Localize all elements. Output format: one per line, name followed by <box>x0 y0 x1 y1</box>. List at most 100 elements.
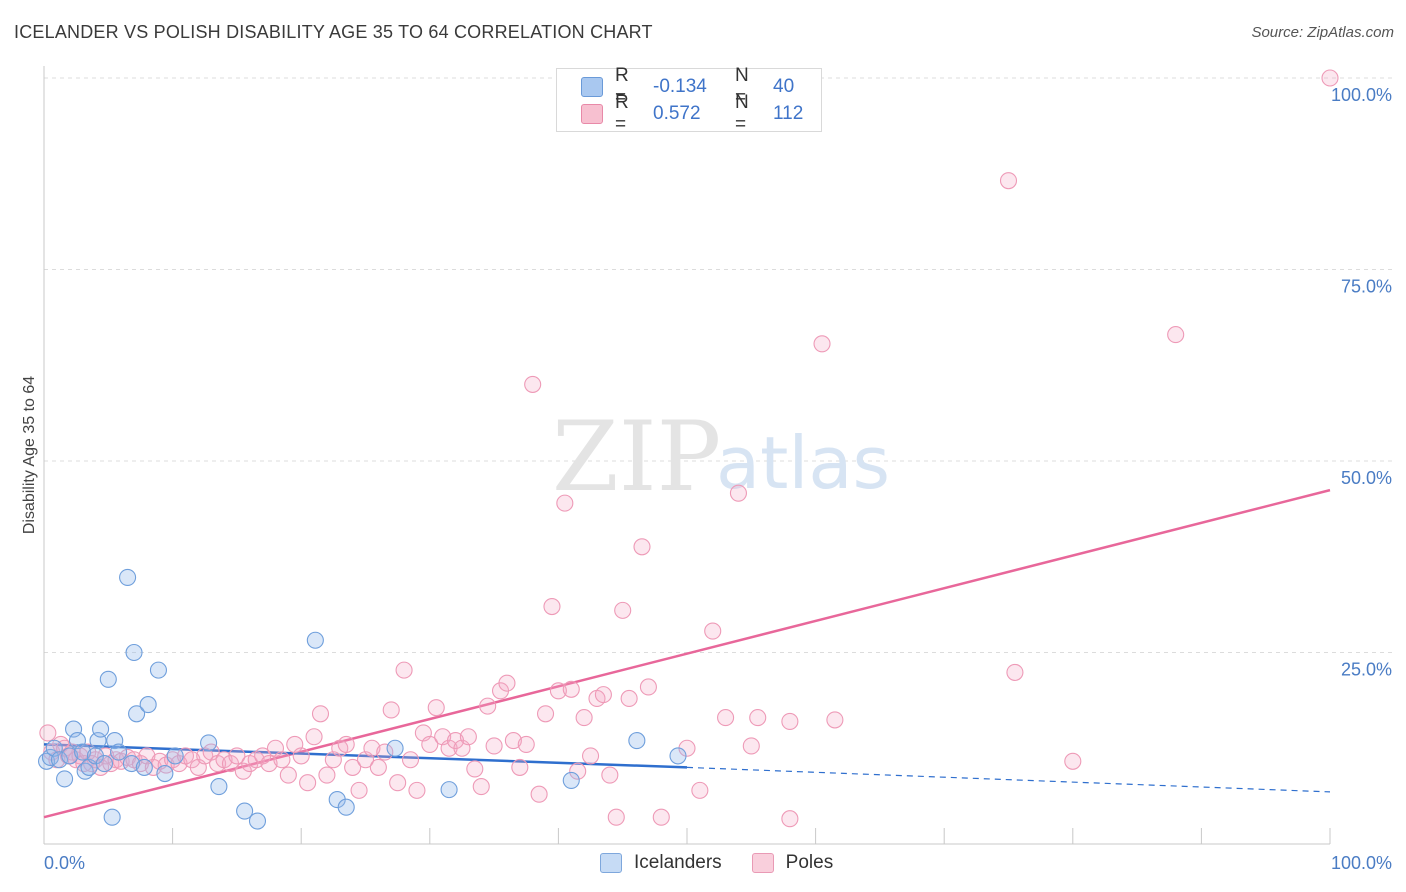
data-point-poles <box>614 601 632 619</box>
data-point-poles <box>652 808 670 826</box>
data-point-poles <box>781 712 799 730</box>
data-point-poles <box>485 737 503 755</box>
data-point-poles <box>691 781 709 799</box>
chart-title: ICELANDER VS POLISH DISABILITY AGE 35 TO… <box>14 22 653 42</box>
data-point-poles <box>543 597 561 616</box>
data-point-poles <box>530 785 548 803</box>
data-point-poles <box>620 689 638 708</box>
data-point-icelanders <box>200 734 218 752</box>
data-point-poles <box>363 739 381 757</box>
legend-n-label: N = <box>735 92 749 135</box>
data-point-poles <box>498 674 516 692</box>
data-point-poles <box>749 709 767 727</box>
y-tick-label: 75.0% <box>1341 277 1392 297</box>
data-point-poles <box>292 747 310 765</box>
data-point-poles <box>536 705 555 723</box>
data-point-poles <box>594 686 612 704</box>
y-axis-label: Disability Age 35 to 64 <box>21 376 38 534</box>
y-tick-label: 50.0% <box>1341 468 1392 488</box>
data-point-poles <box>369 758 387 776</box>
data-point-icelanders <box>119 568 137 586</box>
data-point-icelanders <box>99 670 117 688</box>
data-point-icelanders <box>128 705 146 723</box>
data-point-icelanders <box>248 812 267 830</box>
data-point-icelanders <box>628 732 646 750</box>
data-point-poles <box>305 728 323 746</box>
data-point-poles <box>376 743 394 761</box>
data-point-poles <box>479 697 497 715</box>
data-point-poles <box>1064 752 1082 770</box>
data-point-icelanders <box>103 808 121 826</box>
data-point-poles <box>401 751 420 769</box>
data-point-poles <box>517 735 535 753</box>
data-point-poles <box>228 747 246 765</box>
data-point-poles <box>344 758 362 776</box>
data-point-poles <box>826 711 844 729</box>
data-point-poles <box>601 766 619 784</box>
x-tick-label: 0.0% <box>44 853 85 873</box>
data-point-icelanders <box>156 764 174 783</box>
data-point-poles <box>260 755 278 773</box>
data-point-poles <box>427 699 445 717</box>
data-point-poles <box>524 375 542 393</box>
legend-item-poles[interactable]: Poles <box>751 852 833 874</box>
watermark-atlas: atlas <box>716 421 890 505</box>
axes <box>43 66 1331 845</box>
legend-r-label: R = <box>615 92 629 135</box>
data-point-icelanders <box>386 739 404 757</box>
legend-n-value: 40 <box>773 76 795 97</box>
data-point-poles <box>729 484 747 502</box>
data-point-poles <box>1167 326 1185 344</box>
data-point-poles <box>569 762 587 780</box>
data-point-poles <box>717 709 735 727</box>
trend-line-icelanders-extension <box>686 766 1331 793</box>
legend-swatch-poles <box>751 853 774 873</box>
data-point-poles <box>633 538 651 556</box>
data-point-icelanders <box>135 758 153 776</box>
chart-source: Source: ZipAtlas.com <box>1251 24 1394 41</box>
data-point-poles <box>318 766 336 784</box>
data-point-icelanders <box>95 755 113 773</box>
tick-labels: 25.0% 50.0% 75.0% 100.0% 0.0% 100.0% <box>44 85 1392 873</box>
data-point-icelanders <box>440 781 458 799</box>
data-point-poles <box>504 732 522 750</box>
data-point-poles <box>311 705 330 723</box>
y-tick-label: 25.0% <box>1341 660 1392 680</box>
data-point-poles <box>273 751 291 769</box>
series-icelanders <box>38 568 687 830</box>
data-point-icelanders <box>562 771 580 789</box>
data-point-icelanders <box>337 798 355 816</box>
data-point-poles <box>459 728 477 746</box>
data-point-icelanders <box>669 747 687 765</box>
data-point-poles <box>1006 663 1024 681</box>
legend-row-poles: R = 0.572 N = 112 <box>581 92 803 135</box>
legend-r-value: 0.572 <box>653 103 701 124</box>
data-point-poles <box>607 808 625 826</box>
data-point-poles <box>350 781 368 799</box>
y-tick-label: 100.0% <box>1331 85 1392 105</box>
data-point-icelanders <box>149 661 168 679</box>
series-legend: Icelanders Poles <box>600 852 863 874</box>
legend-r-label: R = <box>615 65 629 108</box>
legend-swatch-icelanders <box>600 853 622 873</box>
legend-r-value: -0.134 <box>653 76 707 97</box>
data-point-poles <box>395 661 413 679</box>
watermark-zip: ZIP <box>552 401 721 513</box>
data-point-icelanders <box>236 802 254 820</box>
legend-item-icelanders[interactable]: Icelanders <box>600 852 722 874</box>
data-point-poles <box>337 735 355 753</box>
data-point-poles <box>704 622 722 640</box>
data-point-icelanders <box>166 747 184 765</box>
data-point-poles <box>581 747 600 765</box>
data-point-poles <box>742 737 760 755</box>
data-point-poles <box>299 774 317 792</box>
data-point-poles <box>382 701 400 719</box>
data-point-poles <box>1321 69 1339 87</box>
data-point-icelanders <box>139 696 157 714</box>
data-point-icelanders <box>61 747 79 765</box>
data-point-poles <box>562 680 580 698</box>
data-point-poles <box>511 758 529 776</box>
data-point-poles <box>39 724 57 742</box>
data-point-poles <box>781 810 799 828</box>
